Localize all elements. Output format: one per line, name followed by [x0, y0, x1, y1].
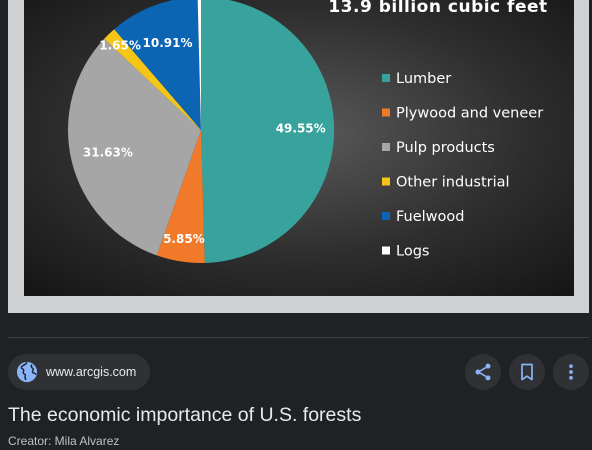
legend-label: Plywood and veneer: [396, 106, 543, 122]
creator-text: Creator: Mila Alvarez: [8, 434, 120, 448]
bookmark-button[interactable]: [509, 354, 545, 390]
slice-label: 31.63%: [83, 146, 133, 160]
legend-label: Logs: [396, 244, 429, 260]
legend-label: Fuelwood: [396, 209, 465, 225]
legend-swatch: [382, 212, 390, 220]
legend-swatch: [382, 108, 390, 117]
pie-slice-other-industrial: [104, 29, 201, 130]
legend-label: Lumber: [396, 71, 451, 87]
bookmark-icon: [521, 363, 533, 381]
share-button[interactable]: [465, 354, 501, 390]
result-title[interactable]: The economic importance of U.S. forests: [8, 404, 362, 426]
legend-swatch: [382, 143, 390, 151]
legend-swatch: [382, 74, 390, 82]
pie-slices: [67, 0, 335, 264]
slice-label: 49.55%: [276, 122, 326, 136]
more-vert-icon: [569, 364, 573, 380]
legend-label: Other industrial: [396, 175, 510, 191]
result-image[interactable]: 13.9 billion cubic feet 49.55% 5.85% 31.63…: [8, 0, 589, 313]
pie-slice-logs: [197, 0, 201, 130]
slice-label: 1.65%: [99, 38, 141, 52]
pie-chart: 13.9 billion cubic feet 49.55% 5.85% 31.63…: [24, 0, 574, 296]
pie-slice-labels: 49.55% 5.85% 31.63% 1.65% 10.91%: [83, 36, 326, 246]
more-options-button[interactable]: [553, 354, 589, 390]
slice-label: 10.91%: [143, 36, 193, 50]
source-domain: www.arcgis.com: [46, 365, 137, 379]
share-icon: [475, 363, 491, 381]
legend-label: Pulp products: [396, 140, 495, 156]
source-link[interactable]: www.arcgis.com: [8, 354, 151, 390]
legend-swatch: [382, 246, 390, 255]
pie-slice-fuelwood: [114, 0, 201, 130]
legend-swatch: [382, 177, 390, 186]
pie-slice-pulp-products: [67, 38, 201, 256]
pie-slice-plywood-and-veneer: [156, 130, 205, 264]
slice-label: 5.85%: [163, 232, 205, 246]
globe-icon: [16, 361, 38, 383]
chart-title: 13.9 billion cubic feet: [328, 0, 547, 17]
pie-slice-lumber: [201, 0, 335, 263]
chart-legend: Lumber Plywood and veneer Pulp products Oth…: [382, 71, 543, 260]
divider: [8, 337, 589, 338]
